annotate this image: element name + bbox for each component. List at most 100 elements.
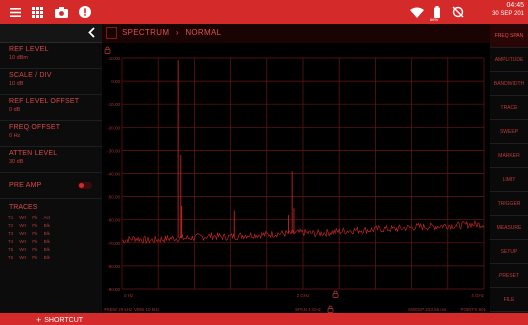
menu-measure[interactable]: MEASURE xyxy=(490,216,528,240)
battery-percent: 66% xyxy=(430,17,439,22)
spectrum-chart[interactable]: 10.00 0.00 -10.00 -20.00 -30.00 -40.00 -50.00 -… xyxy=(102,43,490,313)
y-tick-label: -80.00 xyxy=(107,264,120,269)
ref-level-setting[interactable]: REF LEVEL 10 dBm xyxy=(0,43,102,69)
menu-amplitude[interactable]: AMPLITUDE xyxy=(490,48,528,72)
trace-cell: Wrt xyxy=(19,238,27,244)
trace-cell: Pk xyxy=(32,222,38,228)
preamp-toggle[interactable] xyxy=(78,182,92,189)
trace-row[interactable]: T3 Wrt Pk Blk xyxy=(5,229,53,237)
x-tick-label: 2 GHz xyxy=(297,293,311,298)
breadcrumb-view: NORMAL xyxy=(185,28,222,37)
camera-icon[interactable] xyxy=(54,5,68,19)
menu-limit[interactable]: LIMIT xyxy=(490,168,528,192)
trace-row[interactable]: T5 Wrt Pk Blk xyxy=(5,245,53,253)
menu-file[interactable]: FILE xyxy=(490,288,528,312)
menu-trace[interactable]: TRACE xyxy=(490,96,528,120)
info-icon[interactable] xyxy=(78,5,92,19)
trace-cell: Wrt xyxy=(19,230,27,236)
trace-cell: Pk xyxy=(32,238,38,244)
y-tick-label: 0.00 xyxy=(111,79,120,84)
settings-panel: REF LEVEL 10 dBm SCALE / DIV 10 dB REF L… xyxy=(0,24,102,313)
menu-sweep[interactable]: SWEEP xyxy=(490,120,528,144)
trace-cell: Blk xyxy=(43,238,50,244)
trace-cell: Pk xyxy=(32,254,38,260)
menu-icon[interactable] xyxy=(8,5,22,19)
sweep-time-readout: SWEEP 223.56 ms xyxy=(408,307,447,312)
y-tick-label: -70.00 xyxy=(107,241,120,246)
trace-cell: Blk xyxy=(43,230,50,236)
lock-body xyxy=(104,49,111,54)
traces-table: T1 Wrt Pk Act T2 Wrt Pk Blk T3 Wrt Pk Blk T4 Wrt Pk Blk… xyxy=(5,213,53,261)
menu-freq-span[interactable]: FREQ SPAN xyxy=(490,24,528,48)
mode-icon[interactable] xyxy=(106,27,117,39)
y-tick-label: -10.00 xyxy=(107,102,120,107)
menu-trigger[interactable]: TRIGGER xyxy=(490,192,528,216)
breadcrumb: SPECTRUM › NORMAL xyxy=(102,24,490,43)
atten-level-setting[interactable]: ATTEN LEVEL 30 dB xyxy=(0,147,102,173)
grid-view-icon[interactable] xyxy=(30,5,44,19)
sync-icon[interactable] xyxy=(451,5,465,19)
breadcrumb-separator: › xyxy=(175,28,179,37)
vbw-readout: VBW 10 kHz xyxy=(134,307,160,312)
rbw-readout: #RBW 20 kHz xyxy=(104,307,133,312)
traces-title: TRACES xyxy=(9,204,38,211)
collapse-panel-icon[interactable] xyxy=(88,27,95,41)
breadcrumb-mode[interactable]: SPECTRUM xyxy=(122,28,170,37)
scale-div-setting[interactable]: SCALE / DIV 10 dB xyxy=(0,69,102,95)
trace-cell: T2 xyxy=(8,222,14,228)
y-tick-label: -50.00 xyxy=(107,195,120,200)
preamp-label: PRE AMP xyxy=(9,182,42,189)
ref-level-offset-setting[interactable]: REF LEVEL OFFSET 0 dB xyxy=(0,95,102,121)
span-readout: SPAN 4 GHz xyxy=(295,307,322,312)
menu-preset[interactable]: PRESET xyxy=(490,264,528,288)
freq-offset-setting[interactable]: FREQ OFFSET 0 Hz xyxy=(0,121,102,147)
shortcut-label: SHORTCUT xyxy=(44,317,84,324)
scale-div-label: SCALE / DIV xyxy=(9,72,52,79)
trace-cell: Wrt xyxy=(19,246,27,252)
shortcut-button[interactable]: + SHORTCUT xyxy=(36,314,84,325)
sweep-settings: #RBW 20 kHz VBW 10 kHz SPAN 4 GHz SWEEP 223… xyxy=(104,307,486,312)
trace-cell: Pk xyxy=(32,214,38,220)
trace-cell: Pk xyxy=(32,230,38,236)
trace-row[interactable]: T6 Wrt Pk Blk xyxy=(5,253,53,261)
lock-shackle xyxy=(328,305,333,309)
span-lock-icon xyxy=(327,305,334,313)
atten-level-label: ATTEN LEVEL xyxy=(9,150,58,157)
y-tick-label: -20.00 xyxy=(107,125,120,130)
lock-body xyxy=(332,293,339,298)
trace-cell: Wrt xyxy=(19,222,27,228)
menu-setup[interactable]: SETUP xyxy=(490,240,528,264)
menu-marker[interactable]: MARKER xyxy=(490,144,528,168)
center-freq-lock-icon xyxy=(332,290,339,298)
trace-cell: Blk xyxy=(43,222,50,228)
ref-level-offset-value: 0 dB xyxy=(9,107,21,113)
trace-cell: Blk xyxy=(43,254,50,260)
toggle-knob xyxy=(79,183,84,188)
preamp-setting: PRE AMP xyxy=(0,173,102,199)
function-menu: FREQ SPAN AMPLITUDE BANDWIDTH TRACE SWEEP MAR… xyxy=(490,24,528,313)
y-tick-label: -40.00 xyxy=(107,172,120,177)
points-readout: POINTS 601 xyxy=(460,307,486,312)
trace-row[interactable]: T1 Wrt Pk Act xyxy=(5,213,53,221)
lock-shackle xyxy=(333,290,338,294)
clock-date: 30 SEP 201 xyxy=(492,11,524,17)
trace-line xyxy=(121,219,485,245)
ref-level-label: REF LEVEL xyxy=(9,46,49,53)
trace-row[interactable]: T4 Wrt Pk Blk xyxy=(5,237,53,245)
x-tick-label: 4 GHz xyxy=(471,293,485,298)
lock-body xyxy=(327,308,334,313)
menu-bandwidth[interactable]: BANDWIDTH xyxy=(490,72,528,96)
battery-icon xyxy=(432,5,442,19)
trace-cell: Pk xyxy=(32,246,38,252)
x-tick-label: 0 Hz xyxy=(124,293,134,298)
trace-cell: T3 xyxy=(8,230,14,236)
trace-cell: T6 xyxy=(8,254,14,260)
ref-level-lock-icon xyxy=(104,46,111,54)
ref-level-value: 10 dBm xyxy=(9,55,28,61)
y-tick-label: -90.00 xyxy=(107,287,120,292)
clock: 04:45 30 SEP 201 xyxy=(492,2,524,18)
freq-offset-label: FREQ OFFSET xyxy=(9,124,61,131)
trace-cell: T1 xyxy=(8,214,14,220)
trace-row[interactable]: T2 Wrt Pk Blk xyxy=(5,221,53,229)
status-bar: 66% 04:45 30 SEP 201 xyxy=(0,0,528,24)
